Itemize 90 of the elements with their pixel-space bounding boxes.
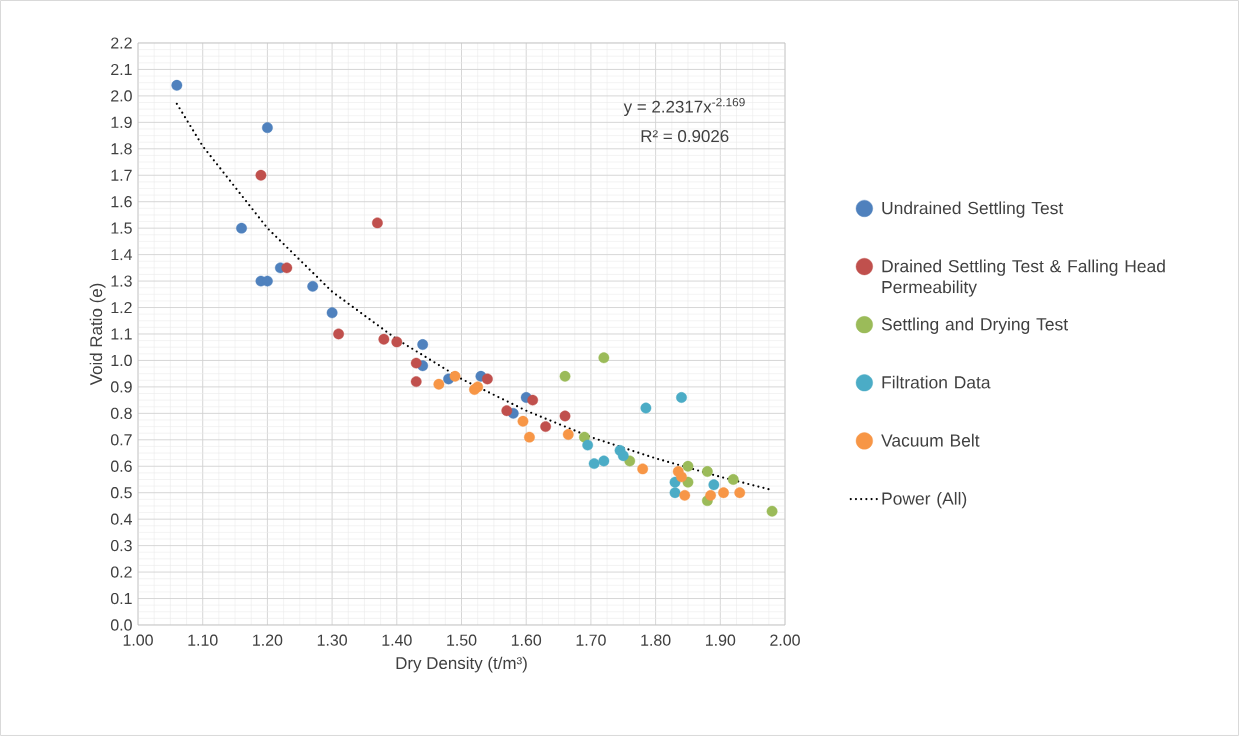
y-tick-label: 0.5: [110, 487, 132, 499]
point: [705, 489, 717, 501]
y-tick-label: 0.8: [110, 407, 132, 419]
point: [598, 352, 610, 364]
point: [669, 487, 681, 499]
annotation: y = 2.2317x$^{-2.169}$: [623, 97, 745, 117]
point: [449, 370, 461, 382]
y-tick-label: 1.7: [111, 169, 132, 181]
point: [679, 489, 691, 501]
x-tick-label: 1.30: [317, 634, 347, 646]
y-tick-label: 0.2: [110, 566, 132, 578]
point: [701, 466, 713, 477]
point: [501, 405, 513, 417]
y-tick-label: 1.5: [111, 222, 132, 234]
x-tick-label: 1.60: [511, 634, 542, 646]
point: [682, 476, 694, 488]
point: [236, 222, 247, 234]
point: [417, 339, 429, 350]
point: [617, 450, 629, 462]
y-tick-label: 0.0: [110, 619, 132, 631]
point: [559, 370, 571, 382]
y-tick-label: 2.2: [111, 37, 132, 49]
point: [372, 217, 383, 229]
legend-label: Vacuum Belt: [881, 433, 980, 447]
y-axis-title: Void Ratio (e): [89, 283, 106, 386]
point: [171, 79, 183, 91]
point: [637, 463, 649, 475]
y-tick-label: 0.4: [110, 513, 133, 525]
x-tick-label: 1.40: [382, 634, 412, 646]
point: [559, 410, 571, 422]
y-tick-label: 1.8: [111, 143, 132, 155]
point: [676, 392, 687, 403]
point: [588, 458, 600, 470]
x-axis-title: Dry Density (t/m³): [396, 656, 527, 673]
point: [410, 376, 422, 387]
point: [708, 479, 720, 491]
point: [333, 328, 344, 340]
x-tick-label: 1.50: [447, 634, 477, 646]
y-tick-label: 1.6: [111, 196, 132, 208]
y-tick-label: 1.1: [111, 328, 132, 340]
x-tick-label: 1.70: [576, 634, 606, 646]
point: [562, 429, 574, 440]
y-tick-label: 2.1: [111, 63, 132, 75]
point: [734, 487, 746, 499]
point: [410, 357, 422, 369]
point: [481, 373, 493, 385]
y-tick-label: 2.0: [111, 90, 132, 102]
y-tick-label: 0.3: [110, 539, 132, 552]
y-tick-label: 1.9: [111, 116, 132, 128]
point: [281, 262, 293, 274]
x-tick-label: 1.20: [253, 634, 283, 646]
point: [433, 378, 445, 390]
point: [766, 505, 778, 517]
point: [598, 455, 610, 467]
legend-label: Settling and Drying Test: [881, 317, 1068, 334]
y-tick-label: 0.7: [110, 434, 132, 446]
x-tick-label: 1.90: [706, 634, 736, 646]
point: [307, 280, 319, 292]
y-tick-label: 1.3: [111, 275, 132, 287]
x-tick-label: 2.00: [770, 634, 800, 646]
y-tick-label: 0.9: [110, 381, 132, 393]
y-tick-label: 1.4: [111, 249, 133, 261]
y-tick-label: 1.0: [111, 354, 132, 367]
point: [727, 474, 739, 485]
point: [255, 169, 267, 181]
point: [682, 460, 694, 472]
y-tick-label: 1.2: [111, 301, 132, 314]
point: [527, 394, 539, 406]
point: [718, 487, 729, 499]
point: [391, 336, 403, 348]
point: [378, 333, 390, 345]
point: [517, 415, 529, 427]
point: [676, 471, 687, 483]
point: [326, 307, 338, 319]
point: [640, 402, 652, 414]
point: [262, 122, 273, 134]
y-tick-label: 0.1: [110, 592, 132, 605]
x-tick-label: 1.10: [188, 634, 218, 646]
legend-label: Undrained Settling Test: [882, 201, 1064, 218]
y-tick-label: 0.6: [110, 460, 132, 472]
x-tick-label: 1.00: [123, 634, 153, 646]
point: [469, 384, 480, 395]
annotation: R² = 0.9026: [641, 130, 729, 143]
point: [524, 431, 535, 443]
x-tick-label: 1.80: [641, 634, 671, 646]
legend-label: Power (All): [882, 491, 967, 509]
point: [540, 421, 552, 432]
legend-label: Filtration Data: [882, 375, 991, 389]
legend-label: Drained Settling Test & Falling Head Permeability: [882, 259, 1165, 297]
point: [582, 439, 594, 451]
